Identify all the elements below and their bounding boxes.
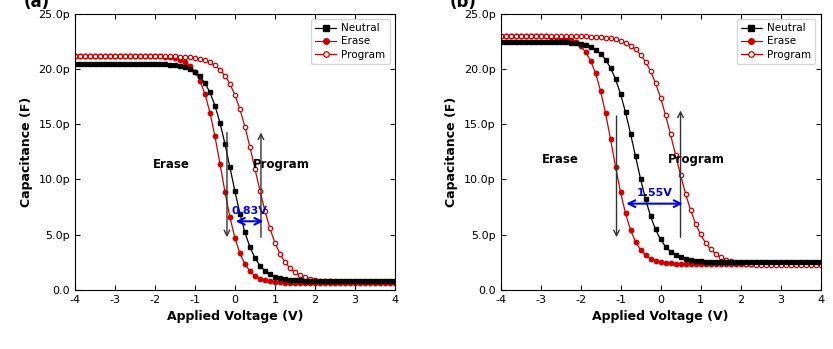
Erase [205,111,215,115]
Program [806,263,816,267]
Erase [771,262,781,266]
Text: Erase: Erase [542,153,579,166]
Neutral [771,260,781,264]
Program [771,263,781,267]
Text: 0.83V: 0.83V [232,206,267,216]
Neutral [816,260,826,264]
Text: Program: Program [252,158,309,171]
Program [165,54,175,58]
Text: (b): (b) [449,0,476,11]
Program [571,34,581,38]
Program [380,280,390,284]
Line: Program: Program [498,34,823,268]
Program [496,34,506,38]
Line: Program: Program [72,54,397,284]
Program [235,107,245,111]
Program [345,280,355,284]
Neutral [145,62,155,66]
Erase [390,281,400,285]
Program [70,54,80,58]
Erase [806,262,816,266]
Erase [165,55,175,59]
Line: Neutral: Neutral [498,39,823,264]
Program [661,113,671,117]
Erase [380,281,390,285]
Neutral [806,260,816,264]
Erase [661,261,671,265]
Erase [631,240,641,244]
Neutral [380,279,390,283]
Neutral [496,39,506,44]
Erase [145,54,155,58]
Erase [70,54,80,58]
Erase [816,262,826,266]
Program [205,60,215,65]
Neutral [165,62,175,67]
Neutral [70,61,80,66]
Program [591,35,601,39]
Neutral [235,211,245,216]
Y-axis label: Capacitance (F): Capacitance (F) [20,97,32,207]
Neutral [345,279,355,283]
Text: 1.55V: 1.55V [636,188,672,198]
Legend: Neutral, Erase, Program: Neutral, Erase, Program [737,19,816,64]
Text: (a): (a) [24,0,50,11]
Line: Erase: Erase [498,34,823,267]
X-axis label: Applied Voltage (V): Applied Voltage (V) [167,310,303,323]
Erase [496,34,506,38]
Program [816,263,826,267]
Line: Erase: Erase [72,54,397,285]
Erase [345,281,355,285]
Text: Program: Program [668,153,725,166]
Erase [571,40,581,44]
X-axis label: Applied Voltage (V): Applied Voltage (V) [592,310,729,323]
Neutral [661,245,671,249]
Legend: Neutral, Erase, Program: Neutral, Erase, Program [312,19,390,64]
Erase [591,71,601,75]
Neutral [390,279,400,283]
Program [390,280,400,284]
Program [631,47,641,51]
Neutral [571,41,581,45]
Erase [235,251,245,255]
Text: Erase: Erase [152,158,189,171]
Y-axis label: Capacitance (F): Capacitance (F) [446,97,458,207]
Neutral [631,154,641,158]
Program [145,54,155,58]
Neutral [591,48,601,52]
Line: Neutral: Neutral [72,61,397,283]
Neutral [205,90,215,95]
